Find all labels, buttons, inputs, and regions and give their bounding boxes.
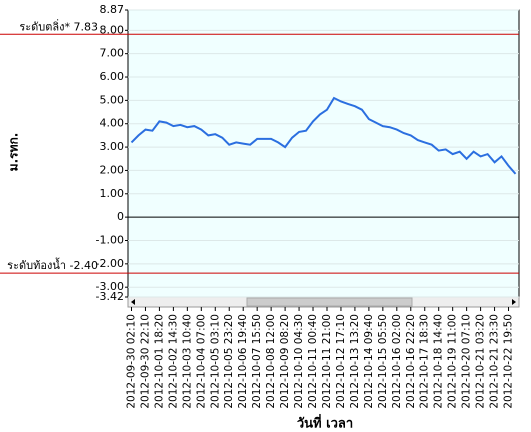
y-axis-label: ม.รทก. [7, 133, 21, 172]
y-tick-label: -3.00 [96, 280, 124, 293]
x-tick-label: 2012-10-02 14:30 [167, 314, 179, 409]
x-tick-label: 2012-10-03 10:40 [181, 314, 193, 409]
x-axis-label: วันที่ เวลา [297, 414, 353, 432]
x-tick-label: 2012-10-20 07:10 [461, 314, 473, 409]
y-tick-label: 0 [117, 210, 124, 223]
x-tick-label: 2012-10-17 18:30 [419, 314, 431, 409]
reference-label: ระดับท้องน้ำ -2.40 [7, 257, 98, 272]
x-tick-label: 2012-10-16 02:00 [391, 314, 403, 409]
y-tick-label: 2.00 [100, 163, 125, 176]
scroll-left[interactable] [131, 299, 135, 305]
x-tick-label: 2012-09-30 22:10 [139, 314, 151, 409]
y-tick-label: 8.87 [100, 3, 125, 16]
y-tick-label: -2.00 [96, 257, 124, 270]
x-tick-label: 2012-10-18 14:40 [433, 314, 445, 409]
x-tick-label: 2012-10-06 19:40 [237, 314, 249, 409]
x-tick-label: 2012-10-15 05:50 [377, 314, 389, 409]
y-tick-label: 7.00 [100, 47, 125, 60]
y-tick-label: 6.00 [100, 70, 125, 83]
x-tick-label: 2012-10-22 19:50 [503, 314, 515, 409]
y-tick-label: 5.00 [100, 93, 125, 106]
x-tick-label: 2012-10-10 04:30 [293, 314, 305, 409]
y-tick-label: 1.00 [100, 187, 125, 200]
y-tick-label: -1.00 [96, 233, 124, 246]
x-tick-label: 2012-10-12 17:10 [335, 314, 347, 409]
scroll-thumb[interactable] [246, 297, 413, 307]
y-tick-label: 8.00 [100, 23, 125, 36]
x-tick-label: 2012-10-19 11:00 [447, 314, 459, 409]
x-tick-label: 2012-10-13 13:20 [349, 314, 361, 409]
y-tick-label: 3.00 [100, 140, 125, 153]
x-tick-label: 2012-10-21 03:20 [475, 314, 487, 409]
x-tick-label: 2012-10-01 18:20 [153, 314, 165, 409]
x-tick-label: 2012-10-21 23:30 [489, 314, 501, 409]
x-tick-label: 2012-10-07 15:50 [251, 314, 263, 409]
x-tick-label: 2012-10-04 07:00 [195, 314, 207, 409]
x-tick-label: 2012-10-11 00:40 [307, 314, 319, 409]
y-tick-label: -3.42 [96, 290, 124, 303]
x-tick-label: 2012-10-14 09:40 [363, 314, 375, 409]
scroll-right[interactable] [512, 299, 516, 305]
data-line [130, 96, 517, 175]
scrollbar[interactable] [127, 296, 520, 308]
x-tick-label: 2012-10-11 21:00 [321, 314, 333, 409]
x-tick-label: 2012-10-05 23:20 [223, 314, 235, 409]
x-tick-label: 2012-10-05 03:10 [209, 314, 221, 409]
x-tick-label: 2012-09-30 02:10 [125, 314, 137, 409]
x-tick-label: 2012-10-09 08:20 [279, 314, 291, 409]
reference-label: ระดับตลิ่ง* 7.83 [19, 18, 98, 33]
x-tick-label: 2012-10-16 22:20 [405, 314, 417, 409]
x-tick-label: 2012-10-08 12:00 [265, 314, 277, 409]
y-tick-label: 4.00 [100, 117, 125, 130]
